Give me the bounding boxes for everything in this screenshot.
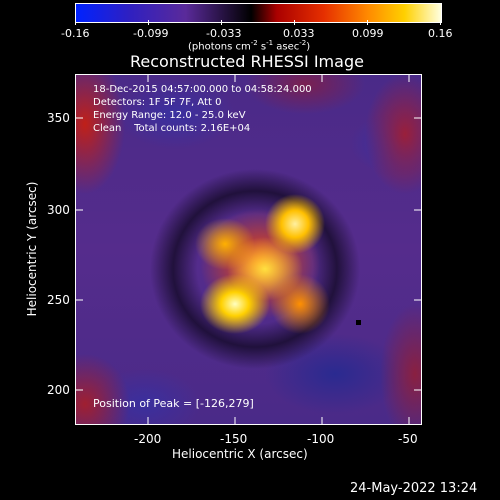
colorbar-tick-label: -0.033	[206, 27, 242, 40]
x-tick-label: -150	[220, 432, 248, 446]
colorbar-tick-label: -0.16	[61, 27, 90, 40]
y-tick-label: 250	[47, 293, 70, 307]
colorbar-tick-label: 0.099	[352, 27, 384, 40]
colorbar-ticks	[75, 20, 442, 26]
overlay-energy-range: Energy Range: 12.0 - 25.0 keV	[93, 110, 246, 121]
y-tick-label: 300	[47, 203, 70, 217]
x-axis-label: Heliocentric X (arcsec)	[172, 447, 308, 461]
colorbar	[75, 3, 442, 23]
heatmap-image	[75, 74, 422, 425]
colorbar-units: (photons cm-2 s-1 asec-2)	[188, 39, 311, 53]
footer-timestamp: 24-May-2022 13:24	[350, 481, 478, 496]
y-axis-label: Heliocentric Y (arcsec)	[25, 181, 39, 317]
overlay-time-range: 18-Dec-2015 04:57:00.000 to 04:58:24.000	[93, 84, 312, 95]
colorbar-tick-label: 0.033	[283, 27, 315, 40]
x-tick-label: -50	[398, 432, 418, 446]
x-tick-label: -200	[134, 432, 162, 446]
overlay-clean-counts: Clean Total counts: 2.16E+04	[93, 123, 251, 134]
y-tick-label: 200	[47, 383, 70, 397]
colorbar-tick-label: 0.16	[428, 27, 453, 40]
colorbar-tick-label: -0.099	[133, 27, 169, 40]
overlay-detectors: Detectors: 1F 5F 7F, Att 0	[93, 97, 222, 108]
plot-title: Reconstructed RHESSI Image	[130, 52, 364, 71]
y-tick-label: 350	[47, 111, 70, 125]
plot-frame	[75, 74, 422, 425]
x-tick-label: -100	[307, 432, 335, 446]
overlay-peak-position: Position of Peak = [-126,279]	[93, 397, 254, 410]
